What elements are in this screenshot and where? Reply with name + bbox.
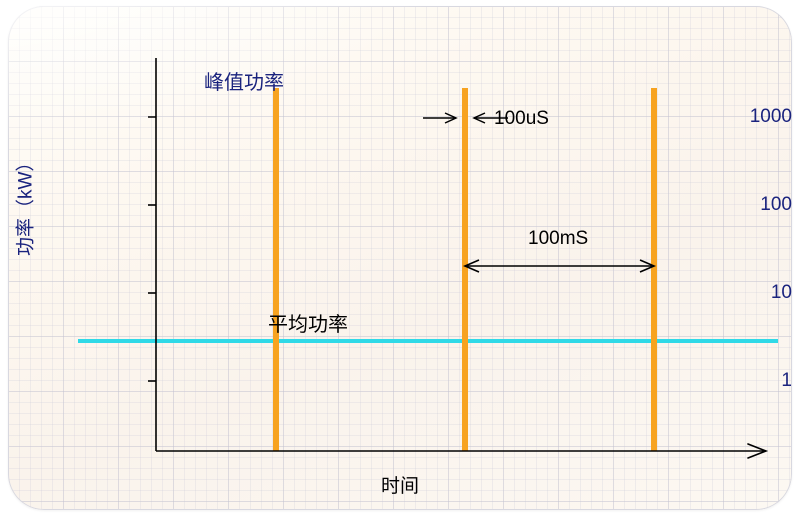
y-tick-label: 10: [680, 282, 792, 304]
period-label: 100mS: [528, 228, 588, 250]
y-axis-label: 功率（kW）: [11, 153, 38, 256]
chart-svg: [8, 6, 792, 510]
x-axis-label: 时间: [8, 471, 792, 498]
y-tick-label: 1000: [680, 106, 792, 128]
chart-panel: 功率（kW） 时间 峰值功率 平均功率 100uS 100mS 1 10 100 10…: [8, 6, 792, 510]
avg-power-label: 平均功率: [268, 308, 348, 337]
y-tick-label: 1: [680, 370, 792, 392]
canvas: 功率（kW） 时间 峰值功率 平均功率 100uS 100mS 1 10 100 10…: [0, 0, 800, 516]
pulse-width-label: 100uS: [494, 108, 549, 130]
y-tick-label: 100: [680, 194, 792, 216]
peak-power-label: 峰值功率: [204, 66, 284, 95]
